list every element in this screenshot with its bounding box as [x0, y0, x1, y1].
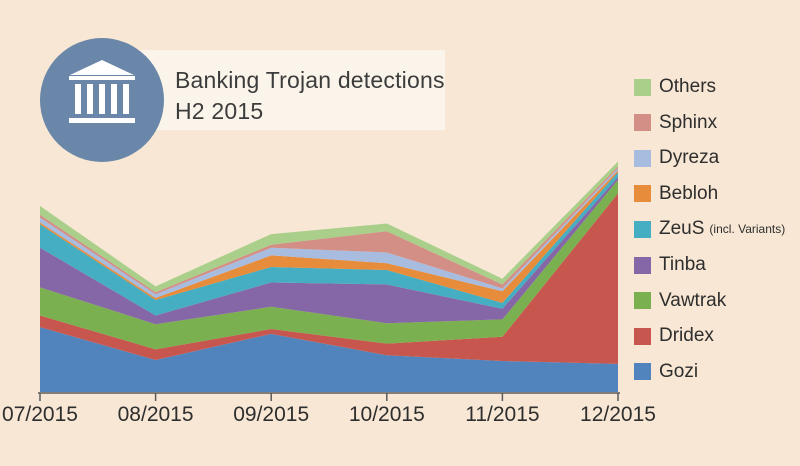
legend-item-zeus: ZeuS (incl. Variants): [634, 216, 785, 242]
chart-subtitle: H2 2015: [175, 98, 264, 124]
x-tick-label: 08/2015: [117, 403, 194, 426]
chart-title: Banking Trojan detections: [175, 67, 445, 93]
legend-swatch: [634, 256, 651, 274]
area-tinba: [40, 177, 618, 325]
legend-swatch: [634, 149, 651, 167]
legend-item-tinba: Tinba: [634, 252, 706, 278]
x-tick-label: 11/2015: [465, 403, 540, 426]
bank-building-icon: [40, 38, 164, 162]
area-gozi: [40, 327, 618, 392]
legend-label: Vawtrak: [659, 289, 727, 311]
legend-swatch: [634, 78, 651, 96]
legend-label: Tinba: [659, 254, 706, 275]
legend-label: Others: [659, 76, 717, 97]
area-vawtrak: [40, 179, 618, 350]
x-tick-label: 09/2015: [233, 403, 310, 426]
legend-label: Bebloh: [659, 182, 719, 204]
legend-label: Dyreza: [659, 147, 720, 169]
legend-item-others: Others: [634, 74, 716, 100]
legend-swatch: [634, 114, 651, 132]
x-tick-label: 10/2015: [348, 403, 425, 426]
x-tick-label: 07/2015: [2, 403, 78, 426]
legend-item-gozi: Gozi: [634, 359, 698, 385]
legend-item-dridex: Dridex: [634, 323, 714, 349]
legend-swatch: [634, 185, 651, 203]
x-tick-label: 12/2015: [580, 403, 656, 426]
title-box: [120, 50, 445, 130]
legend-note: (incl. Variants): [709, 222, 786, 237]
legend-swatch: [634, 292, 651, 310]
legend-label: Gozi: [659, 360, 699, 382]
legend-label: ZeuS: [659, 218, 705, 240]
legend-label: Dridex: [659, 325, 714, 347]
legend-item-bebloh: Bebloh: [634, 181, 718, 207]
legend-swatch: [634, 220, 651, 238]
legend-swatch: [634, 363, 651, 381]
area-dridex: [40, 193, 618, 364]
legend-item-sphinx: Sphinx: [634, 110, 717, 136]
legend-swatch: [634, 327, 651, 345]
legend-label: Sphinx: [659, 111, 718, 133]
legend-item-dyreza: Dyreza: [634, 145, 719, 171]
legend-item-vawtrak: Vawtrak: [634, 288, 726, 314]
